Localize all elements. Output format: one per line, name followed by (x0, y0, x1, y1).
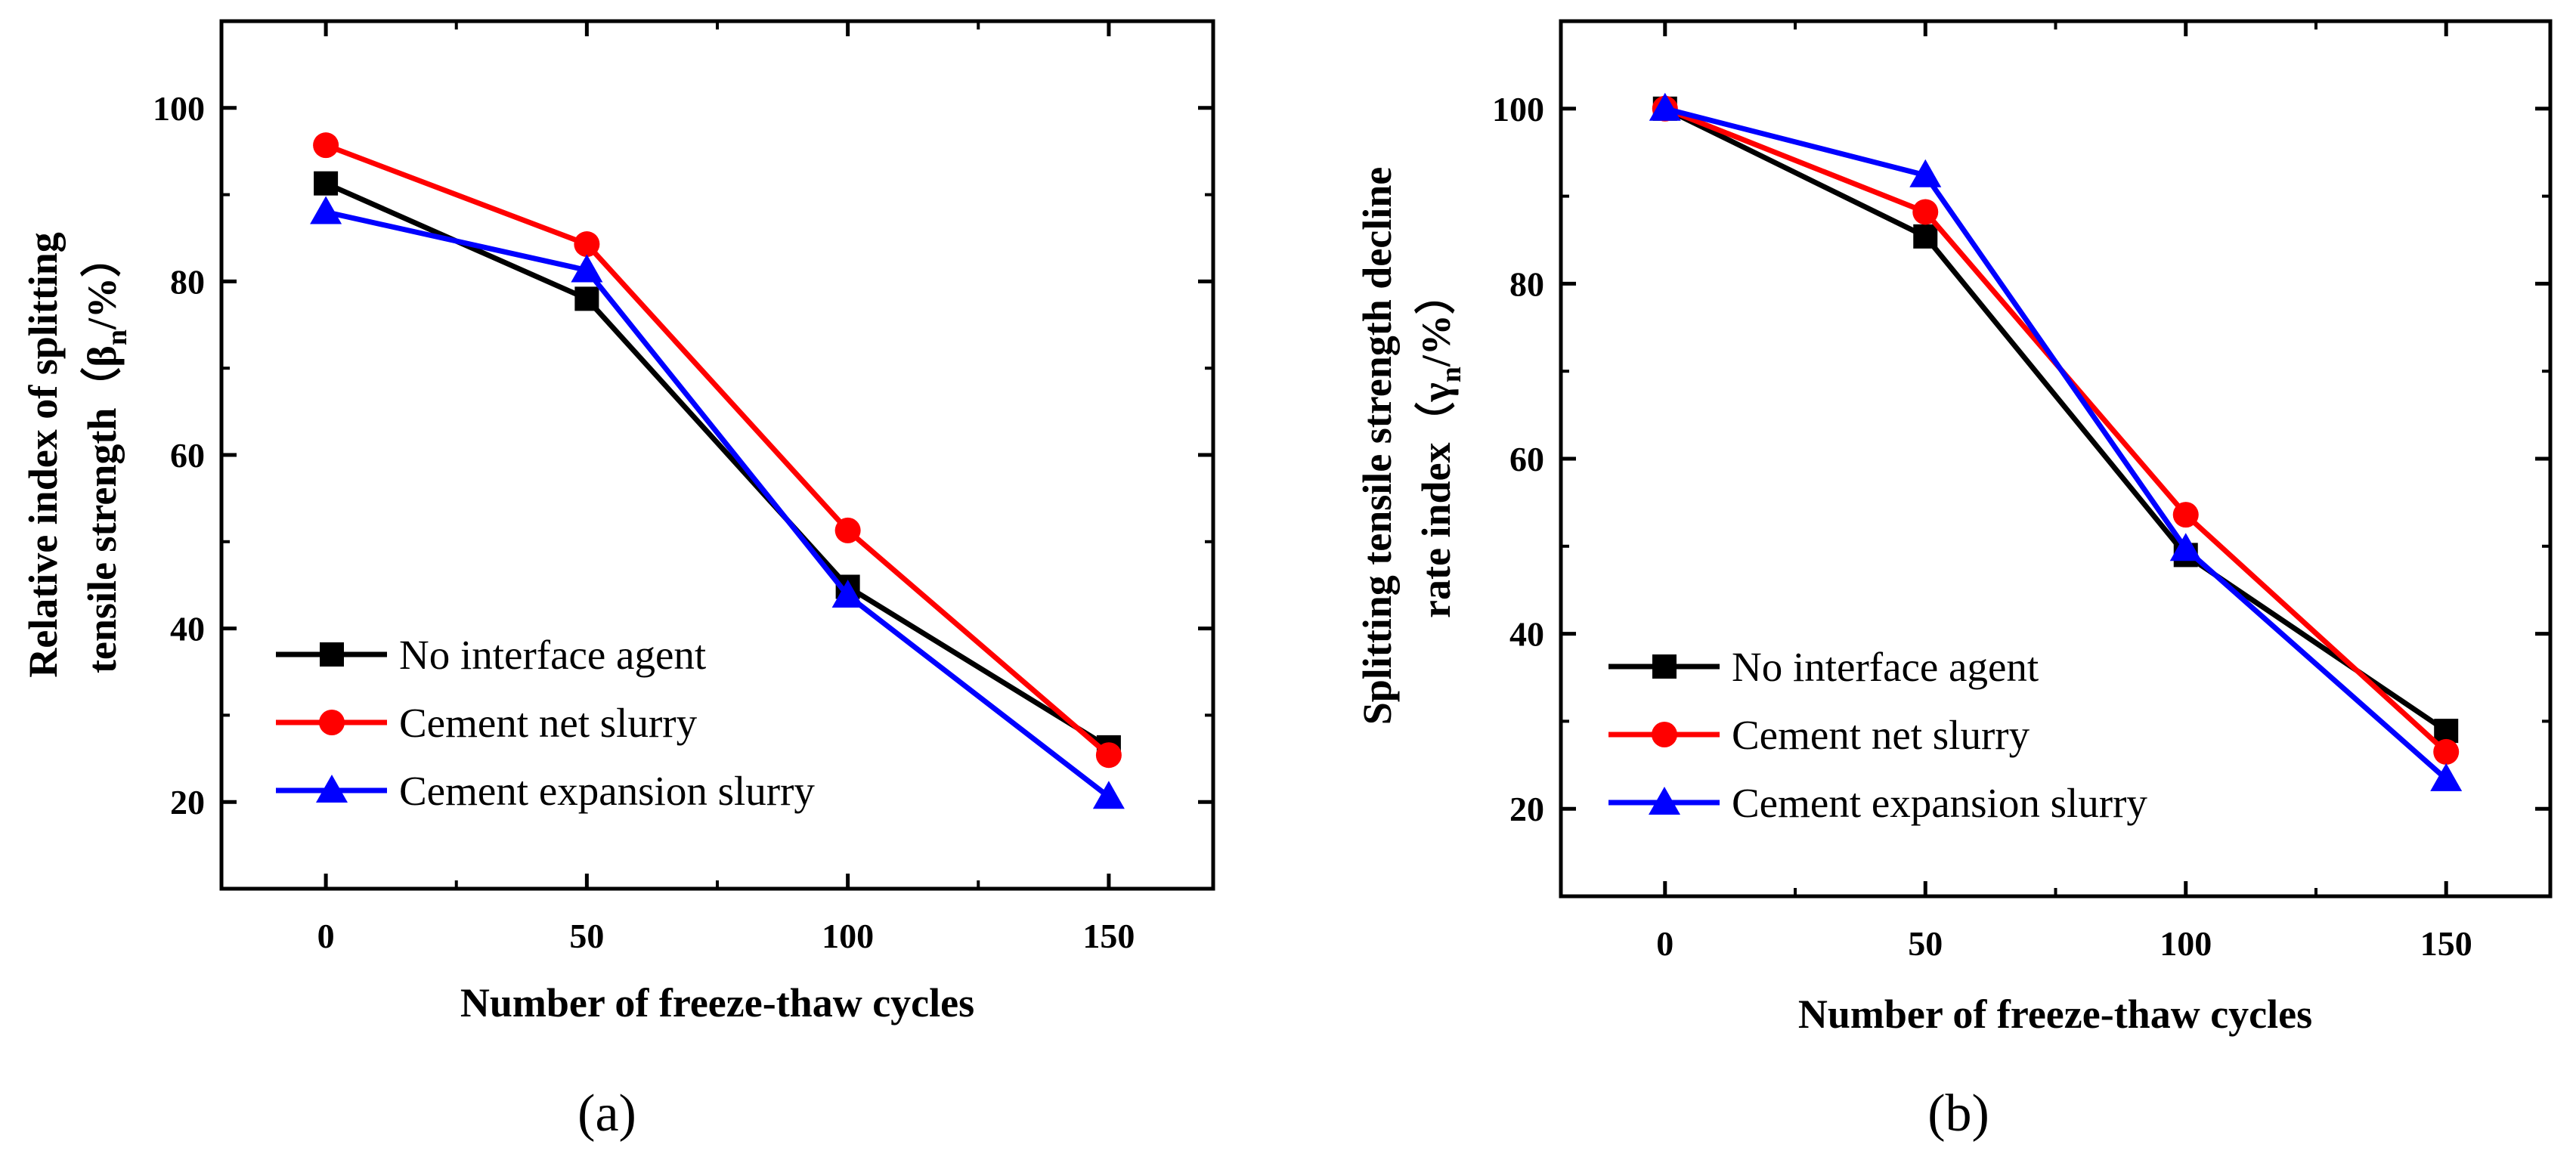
x-tick-label: 100 (2160, 924, 2212, 963)
x-axis-title: Number of freeze-thaw cycles (460, 980, 974, 1026)
legend-label: Cement expansion slurry (1732, 780, 2147, 826)
x-tick-label: 150 (2420, 924, 2472, 963)
data-point (2430, 763, 2463, 791)
x-tick-label: 100 (822, 917, 874, 955)
legend-item: Cement expansion slurry (276, 768, 815, 814)
legend-item: No interface agent (276, 632, 706, 678)
data-point (1092, 781, 1125, 809)
y-tick-label: 80 (1509, 265, 1544, 303)
y-axis-title-line1: Splitting tensile strength decline (1355, 167, 1400, 725)
chart-panel-b: 20 40 60 80 100 0 50 100 150 Number of freeze-tha… (1355, 19, 2553, 1143)
panel-label: (a) (577, 1084, 636, 1143)
y-axis-title-line2: tensile strength（βn/%） (79, 237, 133, 673)
data-point (574, 286, 599, 311)
data-point (571, 254, 603, 283)
data-point (1095, 742, 1122, 769)
y-axis-title-suffix: /%） (1413, 274, 1459, 367)
data-point (1912, 199, 1939, 225)
legend-item: Cement net slurry (1608, 712, 2030, 758)
data-point (314, 171, 339, 196)
data-point (2434, 719, 2459, 744)
x-tick-label: 50 (569, 917, 604, 955)
panel-label: (b) (1927, 1084, 1989, 1143)
chart-panel-a: 20 40 60 80 100 0 50 100 150 Number of freeze-tha… (20, 19, 1215, 1143)
plot-frame (1559, 19, 2553, 899)
y-tick-label: 100 (1492, 90, 1544, 128)
data-point (2172, 502, 2199, 528)
legend-marker (1649, 787, 1680, 815)
legend-marker (1652, 654, 1677, 679)
data-point (1909, 159, 1942, 187)
legend-marker (320, 642, 344, 667)
y-axis-title-subscript: n (1435, 367, 1467, 382)
y-tick-label: 60 (1509, 440, 1544, 478)
series-line (1664, 106, 2448, 734)
legend-marker (316, 775, 348, 803)
legend-label: No interface agent (1732, 644, 2039, 690)
series-line (325, 209, 1111, 800)
legend-label: No interface agent (399, 632, 706, 678)
data-point (2169, 533, 2202, 561)
plot-frame (219, 19, 1215, 891)
legend: No interface agent Cement net slurry Cemen… (1608, 644, 2147, 826)
y-tick-label: 20 (1509, 790, 1544, 828)
data-point (310, 196, 342, 224)
series-2 (310, 196, 1125, 809)
series-2 (1649, 92, 2463, 791)
x-tick-label: 0 (317, 917, 335, 955)
y-tick-label: 40 (1509, 615, 1544, 654)
y-axis-title-line2: rate index（γn/%） (1413, 274, 1467, 618)
y-tick-label: 60 (170, 436, 205, 475)
y-axis-title-suffix: /%） (79, 237, 125, 330)
legend-label: Cement net slurry (399, 700, 698, 746)
series-line (324, 142, 1111, 757)
data-point (1649, 92, 1681, 121)
series-line (1664, 106, 2448, 781)
data-point (1913, 224, 1938, 249)
y-axis-title-line1: Relative index of splitting (20, 232, 66, 678)
x-axis-title: Number of freeze-thaw cycles (1798, 991, 2312, 1037)
y-tick-label: 80 (170, 262, 205, 301)
data-point (2433, 738, 2460, 765)
legend-item: Cement net slurry (276, 700, 698, 746)
x-tick-label: 50 (1908, 924, 1943, 963)
legend-label: Cement net slurry (1732, 712, 2030, 758)
y-tick-label: 100 (153, 89, 205, 128)
legend-item: No interface agent (1608, 644, 2039, 690)
y-axis-title-prefix: tensile strength（β (79, 345, 125, 673)
series-1 (313, 132, 1122, 769)
x-tick-label: 150 (1082, 917, 1135, 955)
data-point (831, 579, 864, 608)
data-point (574, 231, 600, 258)
data-point (313, 132, 339, 159)
y-tick-label: 40 (170, 610, 205, 648)
legend-label: Cement expansion slurry (399, 768, 815, 814)
y-axis-title-subscript: n (101, 329, 133, 345)
x-tick-label: 0 (1656, 924, 1673, 963)
y-tick-label: 20 (170, 783, 205, 821)
legend: No interface agent Cement net slurry Cemen… (276, 632, 815, 814)
legend-marker (319, 710, 345, 735)
data-point (834, 517, 861, 543)
legend-marker (1652, 722, 1677, 747)
legend-item: Cement expansion slurry (1608, 780, 2147, 826)
y-axis-title-prefix: rate index（γ (1413, 382, 1459, 618)
